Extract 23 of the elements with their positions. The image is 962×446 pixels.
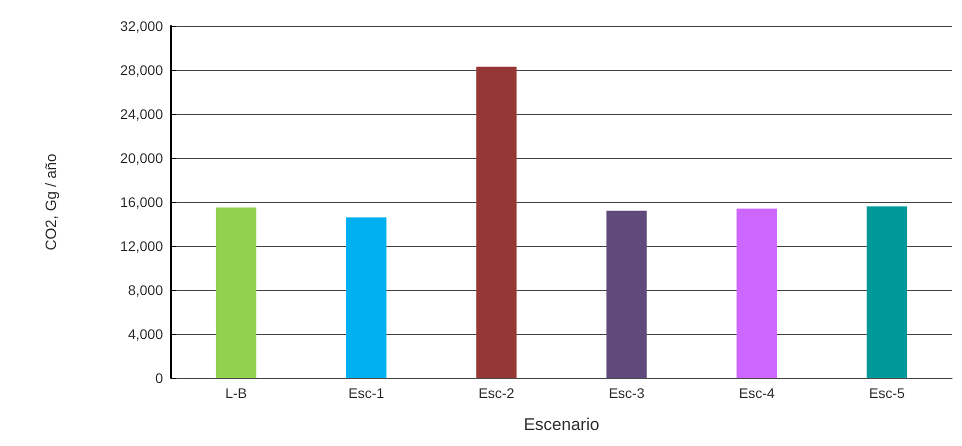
- bar: [606, 210, 647, 378]
- bar: [476, 66, 517, 378]
- x-tick-label: Esc-4: [738, 385, 775, 401]
- y-tick-label: 24,000: [120, 106, 164, 122]
- y-tick-label: 12,000: [120, 238, 164, 254]
- x-tick-label: Esc-2: [478, 385, 515, 401]
- x-tick-label: Esc-1: [348, 385, 384, 401]
- x-tick-label: L-B: [225, 385, 247, 401]
- x-axis-title: Escenario: [524, 415, 600, 434]
- y-tick-label: 0: [155, 370, 164, 386]
- y-tick-label: 28,000: [120, 62, 164, 78]
- y-axis-title: CO2, Gg / año: [43, 154, 60, 250]
- y-tick-label: 8,000: [128, 282, 164, 298]
- y-tick-label: 4,000: [128, 326, 164, 342]
- bar: [866, 206, 908, 378]
- x-tick-label: Esc-5: [869, 385, 906, 401]
- bar: [216, 208, 256, 378]
- y-tick-label: 20,000: [120, 150, 164, 166]
- y-tick-label: 32,000: [120, 18, 164, 34]
- y-tick-label: 16,000: [120, 194, 164, 210]
- bar: [736, 208, 777, 378]
- bar: [346, 217, 386, 378]
- x-tick-label: Esc-3: [608, 385, 645, 401]
